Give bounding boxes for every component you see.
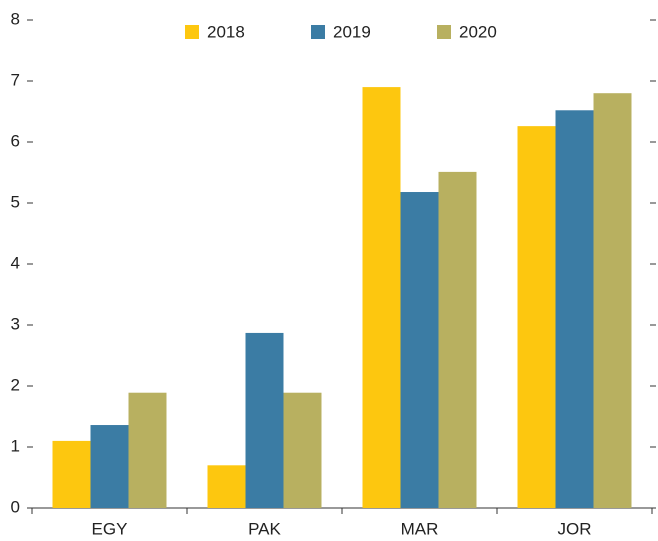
bar <box>593 93 632 508</box>
y-tick-label: 1 <box>11 436 20 455</box>
y-tick-label: 8 <box>11 9 20 28</box>
y-tick-label: 0 <box>11 497 20 516</box>
x-tick-label: EGY <box>92 519 128 538</box>
y-tick-label: 5 <box>11 192 20 211</box>
legend-swatch <box>311 25 325 39</box>
bar <box>52 440 91 508</box>
bar <box>283 392 322 508</box>
bar <box>362 87 401 508</box>
x-tick-label: MAR <box>401 519 439 538</box>
x-tick-label: PAK <box>248 519 281 538</box>
y-tick-label: 3 <box>11 314 20 333</box>
y-tick-label: 4 <box>11 253 20 272</box>
legend-swatch <box>185 25 199 39</box>
bar <box>438 171 477 508</box>
legend-label: 2019 <box>333 22 371 41</box>
legend-swatch <box>437 25 451 39</box>
legend-label: 2020 <box>459 22 497 41</box>
y-tick-label: 2 <box>11 375 20 394</box>
bar <box>400 192 439 508</box>
legend-label: 2018 <box>207 22 245 41</box>
bar <box>517 126 556 508</box>
x-tick-label: JOR <box>558 519 592 538</box>
y-tick-label: 6 <box>11 131 20 150</box>
y-tick-label: 7 <box>11 70 20 89</box>
bar <box>207 465 246 508</box>
bar <box>245 332 284 508</box>
bar <box>90 425 129 508</box>
bar <box>555 110 594 508</box>
bar <box>128 392 167 508</box>
